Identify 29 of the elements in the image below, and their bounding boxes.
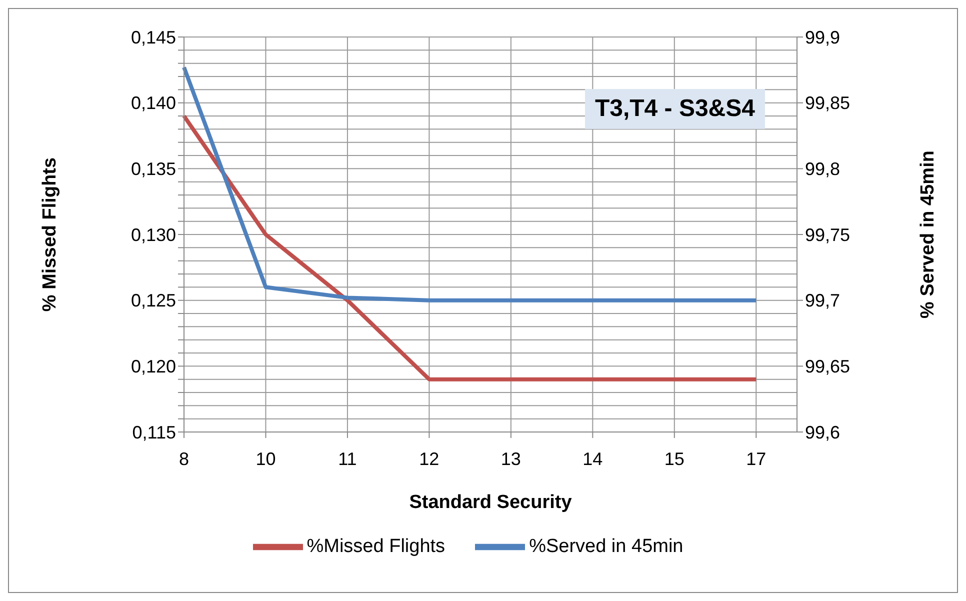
y2-tick-label: 99,7	[805, 290, 840, 311]
y-tick-label: 0,125	[130, 290, 176, 311]
x-tick-label: 10	[256, 448, 276, 469]
legend-label: %Served in 45min	[529, 536, 684, 558]
y-tick-label: 0,120	[130, 356, 176, 377]
y2-tick-label: 99,9	[805, 27, 840, 48]
line-series	[182, 65, 758, 302]
x-tick-label: 17	[746, 448, 766, 469]
y-tick-label: 0,145	[130, 27, 176, 48]
legend-label: %Missed Flights	[306, 536, 446, 558]
y2-tick-label: 99,6	[805, 422, 840, 442]
y-tick-label: 0,135	[130, 159, 176, 180]
y2-tick-label: 99,8	[805, 159, 840, 180]
x-tick-label: 12	[419, 448, 440, 469]
y2-tick-label: 99,75	[805, 224, 850, 245]
x-tick-label: 15	[664, 448, 684, 469]
y-tick-label: 0,140	[130, 93, 176, 114]
y2-tick-label: 99,65	[805, 356, 850, 377]
y-axis-title: % Missed Flights	[40, 157, 61, 312]
x-axis-title: Standard Security	[409, 492, 572, 513]
y2-axis-title: % Served in 45min	[918, 150, 939, 318]
y-tick-label: 0,130	[130, 224, 176, 245]
y2-tick-label: 99,85	[805, 93, 850, 114]
annotation: T3,T4 - S3&S4	[584, 89, 765, 129]
x-tick-label: 13	[500, 448, 521, 469]
x-tick-label: 11	[338, 448, 357, 469]
x-tick-label: 14	[582, 448, 603, 469]
y-tick-label: 0,115	[132, 422, 176, 442]
x-tick-label: 8	[178, 448, 190, 469]
